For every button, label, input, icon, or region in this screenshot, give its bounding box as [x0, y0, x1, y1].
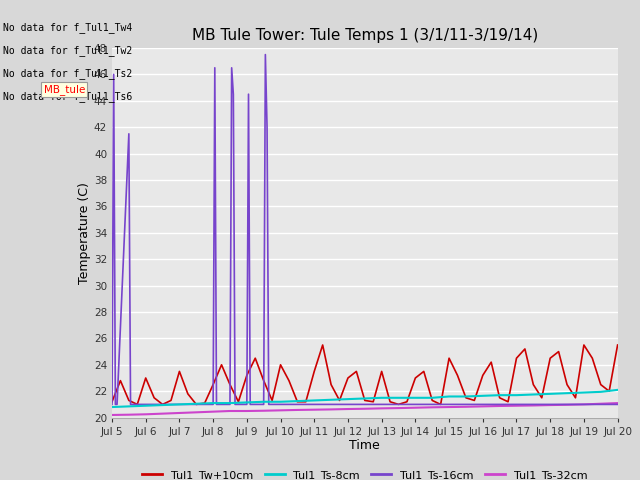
Title: MB Tule Tower: Tule Temps 1 (3/1/11-3/19/14): MB Tule Tower: Tule Temps 1 (3/1/11-3/19… [191, 28, 538, 43]
Legend: Tul1_Tw+10cm, Tul1_Ts-8cm, Tul1_Ts-16cm, Tul1_Ts-32cm: Tul1_Tw+10cm, Tul1_Ts-8cm, Tul1_Ts-16cm,… [138, 466, 592, 480]
Y-axis label: Temperature (C): Temperature (C) [78, 182, 91, 284]
Text: No data for f_Tul1_Tw4: No data for f_Tul1_Tw4 [3, 22, 132, 33]
Text: MB_tule: MB_tule [44, 84, 85, 95]
Text: No data for f_Tul1_Ts6: No data for f_Tul1_Ts6 [3, 91, 132, 102]
X-axis label: Time: Time [349, 439, 380, 453]
Text: No data for f_Tul1_Tw2: No data for f_Tul1_Tw2 [3, 45, 132, 56]
Text: No data for f_Tul1_Ts2: No data for f_Tul1_Ts2 [3, 68, 132, 79]
